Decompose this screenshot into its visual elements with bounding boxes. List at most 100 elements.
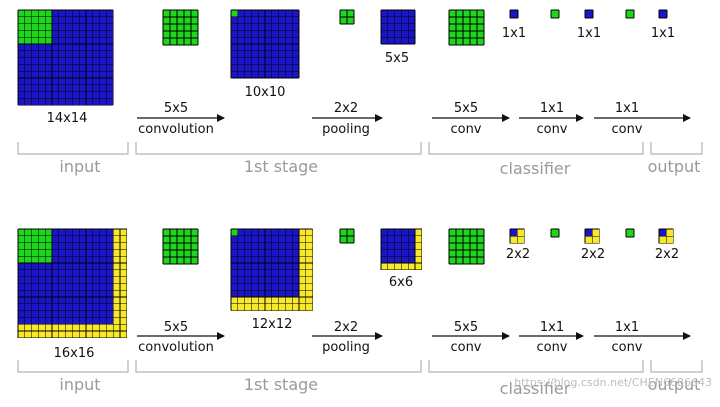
stage-label-classifier: classifier	[500, 379, 571, 398]
grid-lines	[584, 9, 594, 19]
feature-map	[509, 9, 519, 19]
classifier-output-size-label: 2x2	[655, 247, 679, 262]
grid-lines	[339, 9, 355, 25]
operation-top-label: 1x1	[615, 101, 639, 116]
map-region	[626, 229, 634, 237]
feature-map	[380, 9, 416, 45]
operation-bottom-label: convolution	[138, 340, 214, 355]
operation-top-label: 1x1	[540, 320, 564, 335]
window-highlight	[18, 229, 52, 263]
feature-map	[17, 9, 114, 106]
feature-map	[339, 9, 355, 25]
stage-brackets	[17, 142, 703, 373]
map-region	[381, 10, 415, 44]
classifier-output-size-label: 2x2	[581, 247, 605, 262]
window-highlight	[231, 10, 238, 17]
map-region	[163, 229, 198, 264]
map-region	[510, 229, 518, 237]
feature-map	[448, 9, 485, 46]
stage-label-input: input	[59, 157, 100, 176]
map-region	[449, 229, 484, 264]
stage-label-output: output	[648, 375, 701, 394]
feature-map	[380, 228, 423, 271]
operation-bottom-label: conv	[450, 340, 481, 355]
grid-lines	[230, 228, 313, 311]
feature-map	[658, 9, 668, 19]
stage-label-input: input	[59, 375, 100, 394]
operation-top-label: 2x2	[334, 101, 358, 116]
stage-bracket	[428, 142, 644, 155]
grid-lines	[162, 228, 199, 265]
map-region	[551, 10, 559, 18]
grid-lines	[380, 9, 416, 45]
operation-top-label: 5x5	[164, 101, 188, 116]
operation-bottom-label: pooling	[322, 122, 370, 137]
grid-lines	[17, 9, 114, 106]
operation-bottom-label: conv	[450, 122, 481, 137]
feature-map	[658, 228, 674, 244]
grid-lines	[550, 9, 560, 19]
stage-bracket	[135, 142, 422, 155]
feature-map	[625, 228, 635, 238]
grid-lines	[448, 9, 485, 46]
feature-map	[550, 228, 560, 238]
feature-map	[550, 9, 560, 19]
operation-top-label: 2x2	[334, 320, 358, 335]
classifier-output-size-label: 1x1	[577, 26, 601, 41]
grid-lines	[584, 228, 600, 244]
grid-lines	[509, 228, 525, 244]
operation-top-label: 5x5	[454, 320, 478, 335]
grid-lines	[658, 9, 668, 19]
grid-lines	[625, 228, 635, 238]
grid-lines	[625, 9, 635, 19]
stage-label-1st-stage: 1st stage	[244, 375, 318, 394]
operation-bottom-label: conv	[536, 340, 567, 355]
feature-map	[230, 9, 300, 79]
grid-lines	[17, 228, 128, 339]
map-region	[551, 229, 559, 237]
operation-bottom-label: conv	[536, 122, 567, 137]
grid-lines	[658, 228, 674, 244]
stage-bracket	[650, 360, 703, 373]
map-region	[449, 10, 484, 45]
stage-bracket	[650, 142, 703, 155]
operation-bottom-label: conv	[611, 340, 642, 355]
operation-top-label: 5x5	[454, 101, 478, 116]
conv-output-size-label: 12x12	[252, 317, 293, 332]
grid-lines	[230, 9, 300, 79]
map-region	[659, 229, 667, 237]
grid-lines	[380, 228, 423, 271]
stage-bracket	[135, 360, 422, 373]
input-size-label: 16x16	[54, 346, 95, 361]
stage-label-1st-stage: 1st stage	[244, 157, 318, 176]
feature-map	[509, 228, 525, 244]
row-1-labels: 14x14 10x10 5x5 1x1 1x1 1x1 5x5 convolut…	[47, 26, 701, 178]
input-size-label: 14x14	[47, 111, 88, 126]
stage-bracket	[428, 360, 644, 373]
operation-top-label: 5x5	[164, 320, 188, 335]
operation-top-label: 1x1	[540, 101, 564, 116]
pool-output-size-label: 6x6	[389, 275, 413, 290]
classifier-output-size-label: 2x2	[506, 247, 530, 262]
map-region	[585, 229, 593, 237]
watermark-text: https://blog.csdn.net/CHEN6686643	[514, 376, 712, 389]
stage-bracket	[17, 360, 129, 373]
feature-map	[162, 228, 199, 265]
stage-bracket	[17, 142, 129, 155]
feature-map	[17, 228, 128, 339]
map-region	[626, 10, 634, 18]
map-region	[585, 10, 593, 18]
grid-lines	[509, 9, 519, 19]
feature-map	[584, 9, 594, 19]
map-region	[510, 10, 518, 18]
map-region	[381, 229, 415, 263]
grid-lines	[339, 228, 355, 244]
feature-map	[339, 228, 355, 244]
feature-map-grids	[17, 9, 674, 339]
grid-lines	[550, 228, 560, 238]
pool-output-size-label: 5x5	[385, 51, 409, 66]
operation-top-label: 1x1	[615, 320, 639, 335]
stage-label-output: output	[648, 157, 701, 176]
